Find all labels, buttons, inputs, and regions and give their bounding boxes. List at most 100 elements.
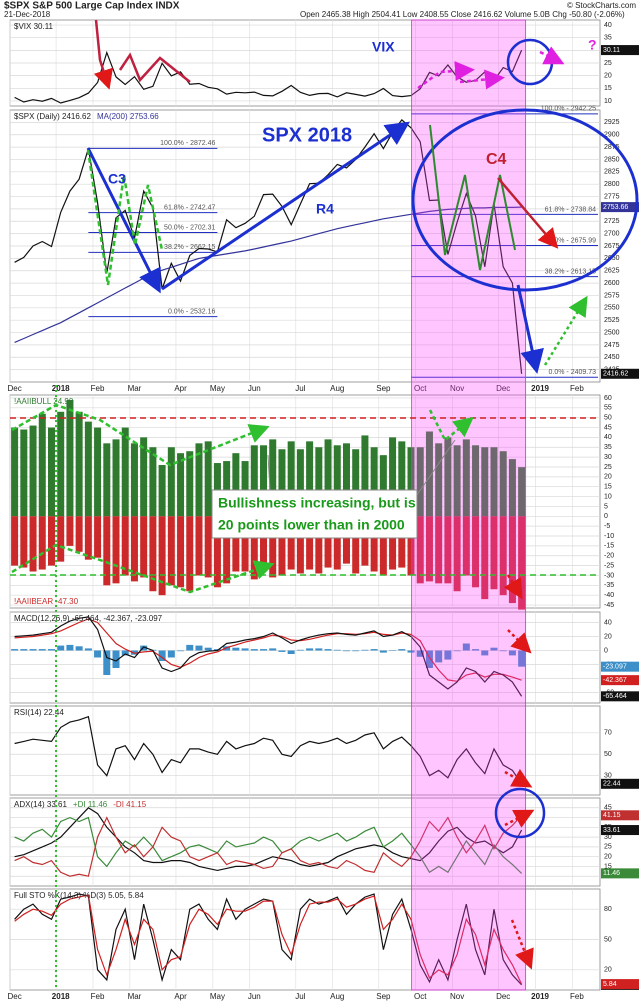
x-tick-label: Jun bbox=[248, 384, 261, 393]
annotation: C4 bbox=[486, 151, 507, 168]
bar bbox=[75, 411, 83, 517]
c4-zigzag bbox=[429, 124, 516, 271]
bar bbox=[167, 447, 175, 517]
vix-arrow bbox=[93, 19, 113, 90]
bar bbox=[223, 516, 231, 584]
bar bbox=[20, 649, 28, 651]
bar bbox=[287, 516, 295, 570]
last-value-box bbox=[601, 368, 639, 379]
bar bbox=[269, 439, 277, 517]
bar bbox=[195, 443, 203, 517]
y-tick-label: 2525 bbox=[604, 317, 620, 324]
callout-text: 20 points lower than in 2000 bbox=[218, 517, 405, 533]
bar bbox=[407, 447, 415, 517]
last-value-box bbox=[601, 45, 639, 56]
bar bbox=[177, 516, 185, 588]
bar bbox=[112, 439, 120, 517]
bar bbox=[186, 644, 194, 651]
legend-entry: MA(200) 2753.66 bbox=[97, 112, 159, 121]
spx-down-arrow bbox=[86, 147, 161, 294]
bar bbox=[232, 516, 240, 572]
bar bbox=[103, 516, 111, 586]
bar bbox=[66, 399, 74, 517]
bar bbox=[232, 453, 240, 517]
last-value-box bbox=[601, 661, 639, 672]
legend-entry: ADX(14) 33.61 bbox=[14, 800, 67, 809]
x-tick-label: Aug bbox=[330, 992, 344, 1001]
bar bbox=[57, 645, 65, 651]
bar bbox=[379, 516, 387, 576]
x-tick-label: Feb bbox=[91, 992, 105, 1001]
bar bbox=[490, 516, 498, 590]
y-tick-label: -5 bbox=[604, 523, 610, 530]
bar bbox=[204, 516, 212, 578]
y-tick-label: 25 bbox=[604, 844, 612, 851]
y-tick-label: 50 bbox=[604, 751, 612, 758]
retracement-label: 61.8% - 2738.84 bbox=[545, 206, 596, 213]
bar bbox=[333, 445, 341, 517]
last-value-box bbox=[601, 675, 639, 686]
bar bbox=[315, 648, 323, 651]
bar bbox=[186, 516, 194, 592]
bar bbox=[481, 447, 489, 517]
bar bbox=[11, 427, 19, 517]
y-tick-label: 35 bbox=[604, 35, 612, 42]
x-tick-label: Jul bbox=[295, 384, 305, 393]
y-tick-label: 35 bbox=[604, 444, 612, 451]
last-value-box bbox=[601, 979, 639, 990]
y-tick-label: 80 bbox=[604, 906, 612, 913]
last-value-box bbox=[601, 778, 639, 789]
series-line bbox=[14, 893, 523, 986]
y-tick-label: 10 bbox=[604, 98, 612, 105]
bar bbox=[490, 647, 498, 651]
bar bbox=[296, 649, 304, 651]
series-line bbox=[14, 618, 522, 682]
x-tick-label: Dec bbox=[496, 384, 510, 393]
y-tick-label: 2925 bbox=[604, 119, 620, 126]
bear-arrow bbox=[503, 574, 523, 600]
bar bbox=[121, 650, 129, 656]
bar bbox=[462, 439, 470, 517]
last-value-label: -42.367 bbox=[603, 677, 627, 684]
bar bbox=[306, 441, 314, 517]
bar bbox=[278, 449, 286, 517]
bar bbox=[425, 516, 433, 582]
last-value-label: -65.464 bbox=[603, 693, 627, 700]
y-tick-label: 15 bbox=[604, 484, 612, 491]
x-tick-label: May bbox=[210, 992, 225, 1001]
y-tick-label: 60 bbox=[604, 395, 612, 402]
x-tick-label: Apr bbox=[174, 992, 187, 1001]
bar bbox=[66, 644, 74, 651]
bar bbox=[472, 445, 480, 517]
bar bbox=[278, 650, 286, 652]
vix-arrow bbox=[417, 61, 475, 90]
last-value-label: 33.61 bbox=[603, 827, 621, 834]
last-value-box bbox=[601, 825, 639, 836]
y-tick-label: 30 bbox=[604, 454, 612, 461]
bar bbox=[370, 649, 378, 651]
bar bbox=[94, 516, 102, 558]
spx-trend-arrow bbox=[161, 121, 410, 291]
bar bbox=[149, 447, 157, 517]
x-tick-label: Dec bbox=[7, 384, 21, 393]
y-tick-label: 55 bbox=[604, 405, 612, 412]
bar bbox=[287, 650, 295, 654]
bar bbox=[11, 649, 19, 651]
panel-frame bbox=[9, 705, 601, 796]
y-tick-label: 20 bbox=[604, 854, 612, 861]
bar bbox=[103, 443, 111, 517]
bar bbox=[195, 516, 203, 576]
bar bbox=[241, 648, 249, 651]
bar bbox=[306, 648, 314, 651]
bar bbox=[518, 650, 526, 667]
adx-circle bbox=[494, 787, 546, 839]
bar bbox=[490, 447, 498, 517]
bar bbox=[370, 447, 378, 517]
y-tick-label: 45 bbox=[604, 805, 612, 812]
last-value-label: 30.11 bbox=[603, 47, 620, 54]
y-tick-label: 10 bbox=[604, 493, 612, 500]
bar bbox=[47, 516, 55, 566]
y-tick-label: -25 bbox=[604, 562, 614, 569]
last-value-box bbox=[601, 868, 639, 879]
last-value-label: 5.84 bbox=[603, 981, 617, 988]
